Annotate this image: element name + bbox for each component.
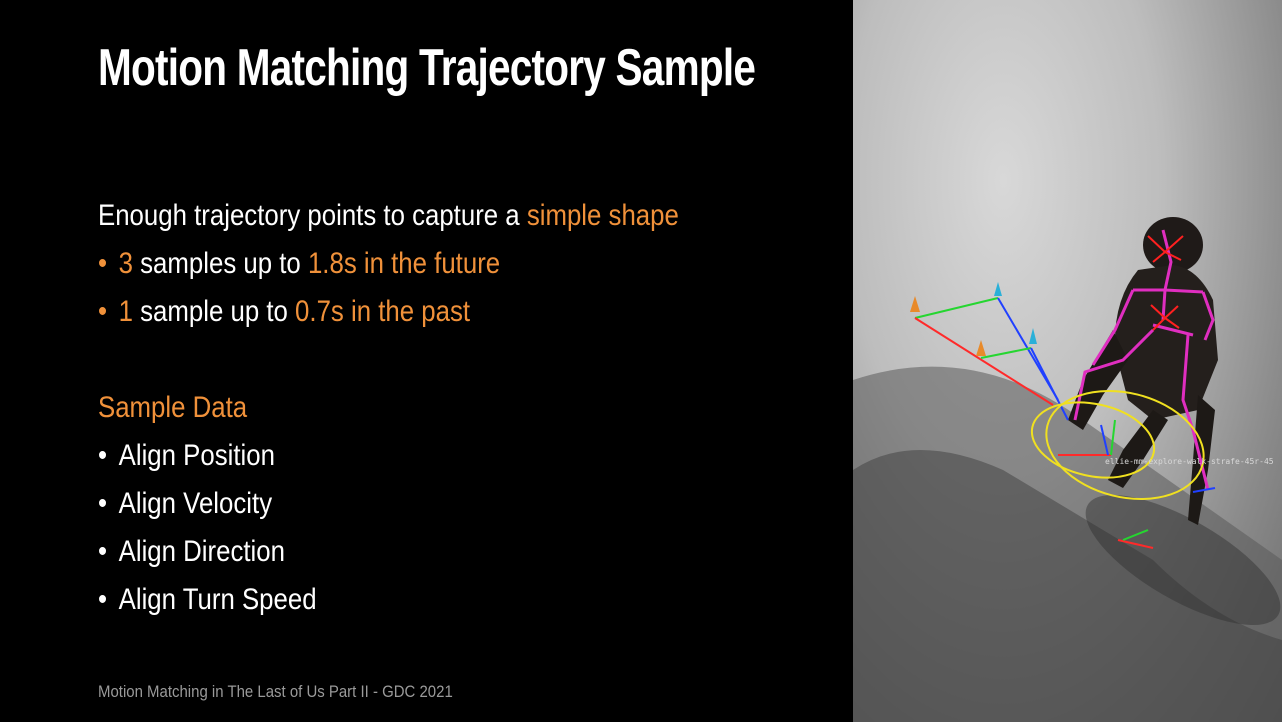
future-sample-text: samples up to bbox=[132, 247, 308, 280]
skeleton-overlay bbox=[1073, 229, 1215, 491]
bullet-dot: • bbox=[98, 487, 108, 520]
past-sample-time: 0.7s in the past bbox=[295, 295, 471, 328]
sample-data-item-label: Align Turn Speed bbox=[118, 583, 317, 616]
sample-data-item: • Align Turn Speed bbox=[98, 576, 679, 624]
spacer bbox=[98, 336, 773, 384]
future-samples-bullet: • 3 samples up to 1.8s in the future bbox=[98, 240, 679, 288]
future-sample-count: 3 bbox=[118, 247, 133, 280]
foot-circle-outer bbox=[1045, 389, 1205, 501]
past-sample-bullet: • 1 sample up to 0.7s in the past bbox=[98, 288, 679, 336]
future-sample-time: 1.8s in the future bbox=[307, 247, 501, 280]
sample-data-item-label: Align Position bbox=[118, 439, 275, 472]
slide-content: Enough trajectory points to capture a si… bbox=[98, 192, 773, 624]
bullet-dot: • bbox=[98, 535, 108, 568]
foot-circle-inner bbox=[1030, 401, 1156, 479]
bullet-dot: • bbox=[98, 439, 108, 472]
character-silhouette bbox=[1068, 217, 1218, 525]
skeleton-joints bbox=[1147, 235, 1184, 331]
intro-line: Enough trajectory points to capture a si… bbox=[98, 192, 679, 240]
trajectory-markers bbox=[910, 282, 1037, 356]
character-shadow bbox=[1085, 495, 1281, 625]
sample-data-heading: Sample Data bbox=[98, 391, 248, 424]
slide-footer: Motion Matching in The Last of Us Part I… bbox=[98, 682, 453, 701]
sample-data-item-label: Align Velocity bbox=[118, 487, 273, 520]
game-viewport-image: ellie-mm-explore-walk-strafe-45r-45 bbox=[853, 0, 1282, 722]
trajectory-overlay bbox=[914, 297, 1216, 549]
animation-label: ellie-mm-explore-walk-strafe-45r-45 bbox=[1105, 457, 1274, 466]
sample-data-item: • Align Direction bbox=[98, 528, 679, 576]
past-sample-count: 1 bbox=[118, 295, 133, 328]
bullet-dot: • bbox=[98, 247, 108, 280]
viewport-scene: ellie-mm-explore-walk-strafe-45r-45 bbox=[853, 217, 1282, 722]
bullet-dot: • bbox=[98, 295, 108, 328]
intro-text: Enough trajectory points to capture a bbox=[98, 199, 527, 232]
past-sample-text: sample up to bbox=[132, 295, 296, 328]
bullet-dot: • bbox=[98, 583, 108, 616]
intro-accent: simple shape bbox=[526, 199, 679, 232]
sample-data-item: • Align Velocity bbox=[98, 480, 679, 528]
sample-data-item: • Align Position bbox=[98, 432, 679, 480]
slide-title: Motion Matching Trajectory Sample bbox=[98, 39, 756, 97]
sample-data-item-label: Align Direction bbox=[118, 535, 285, 568]
floor-shadow-dark bbox=[853, 450, 1282, 722]
